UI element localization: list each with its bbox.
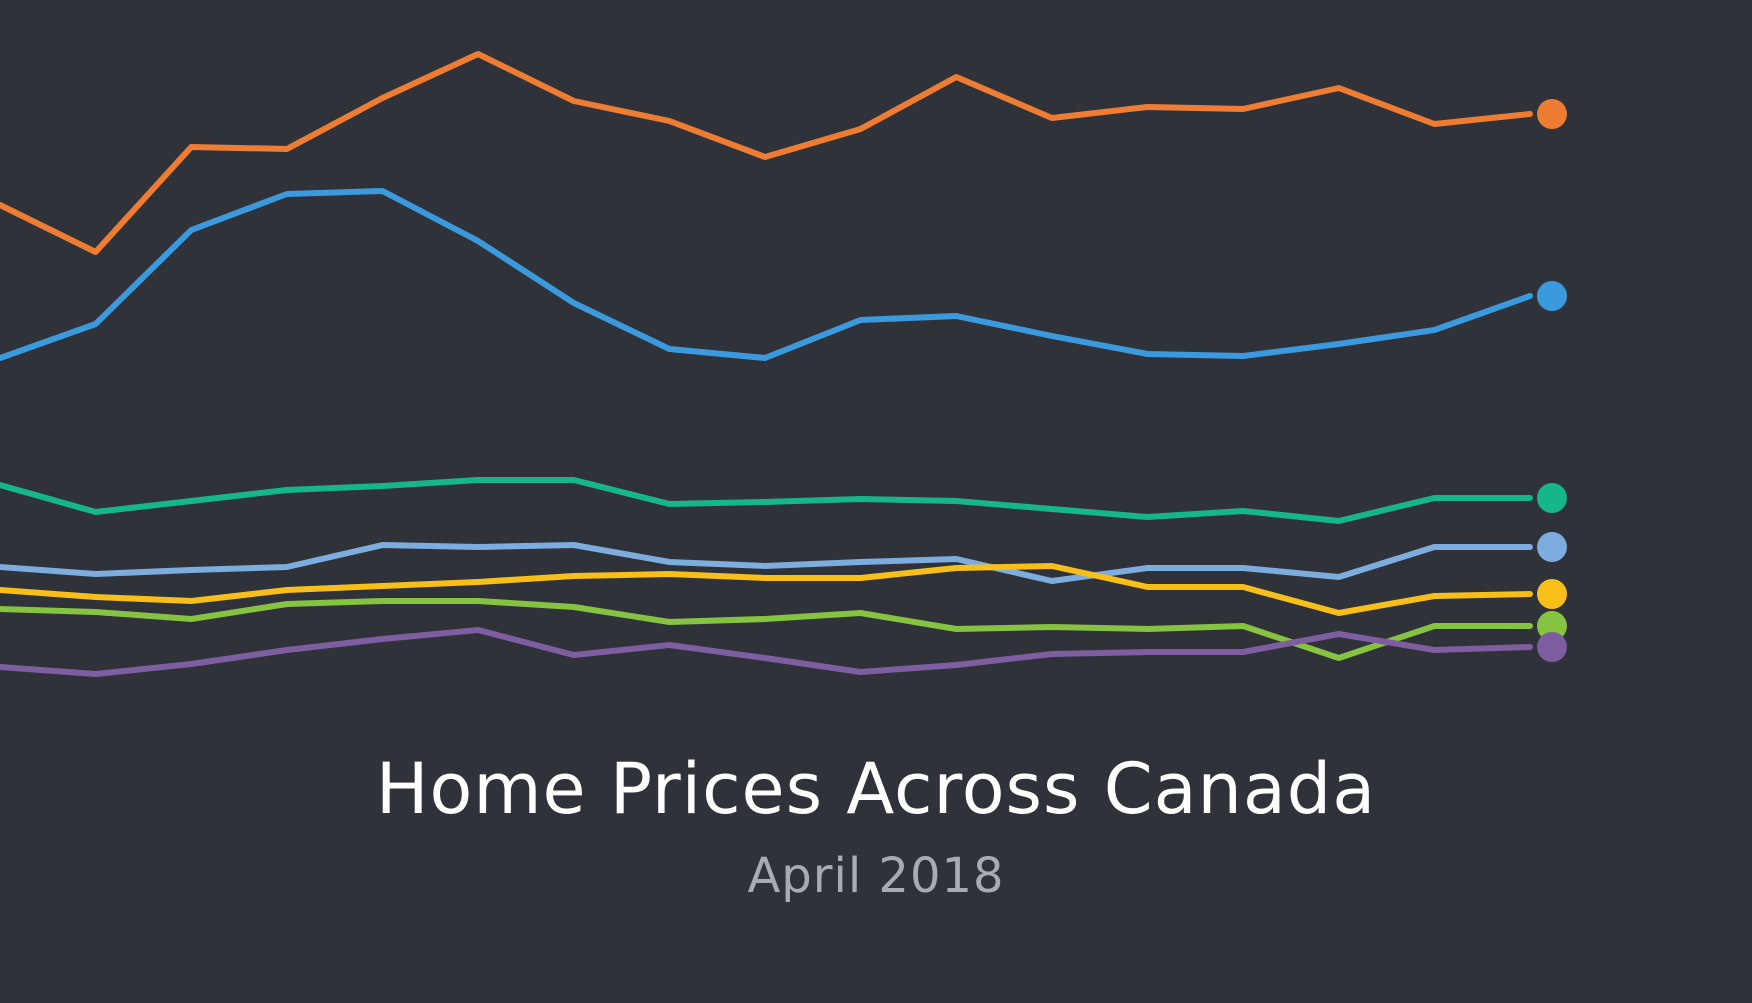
chart-title: Home Prices Across Canada bbox=[375, 748, 1377, 830]
series-end-point-7 bbox=[1537, 632, 1567, 662]
series-line-2 bbox=[0, 188, 1533, 361]
series-end-point-2 bbox=[1537, 281, 1567, 311]
series-line-6 bbox=[0, 598, 1533, 661]
series-end-point-1 bbox=[1537, 99, 1567, 129]
series-end-point-4 bbox=[1537, 532, 1567, 562]
series-line-3 bbox=[0, 477, 1533, 524]
series-line-7 bbox=[0, 627, 1533, 677]
series-end-point-6 bbox=[1537, 611, 1567, 641]
series-end-point-5 bbox=[1537, 579, 1567, 609]
series-end-point-3 bbox=[1537, 483, 1567, 513]
series-line-1 bbox=[0, 51, 1533, 255]
series-line-4 bbox=[0, 542, 1533, 584]
series-line-5 bbox=[0, 563, 1533, 616]
chart-subtitle: April 2018 bbox=[747, 848, 1005, 904]
